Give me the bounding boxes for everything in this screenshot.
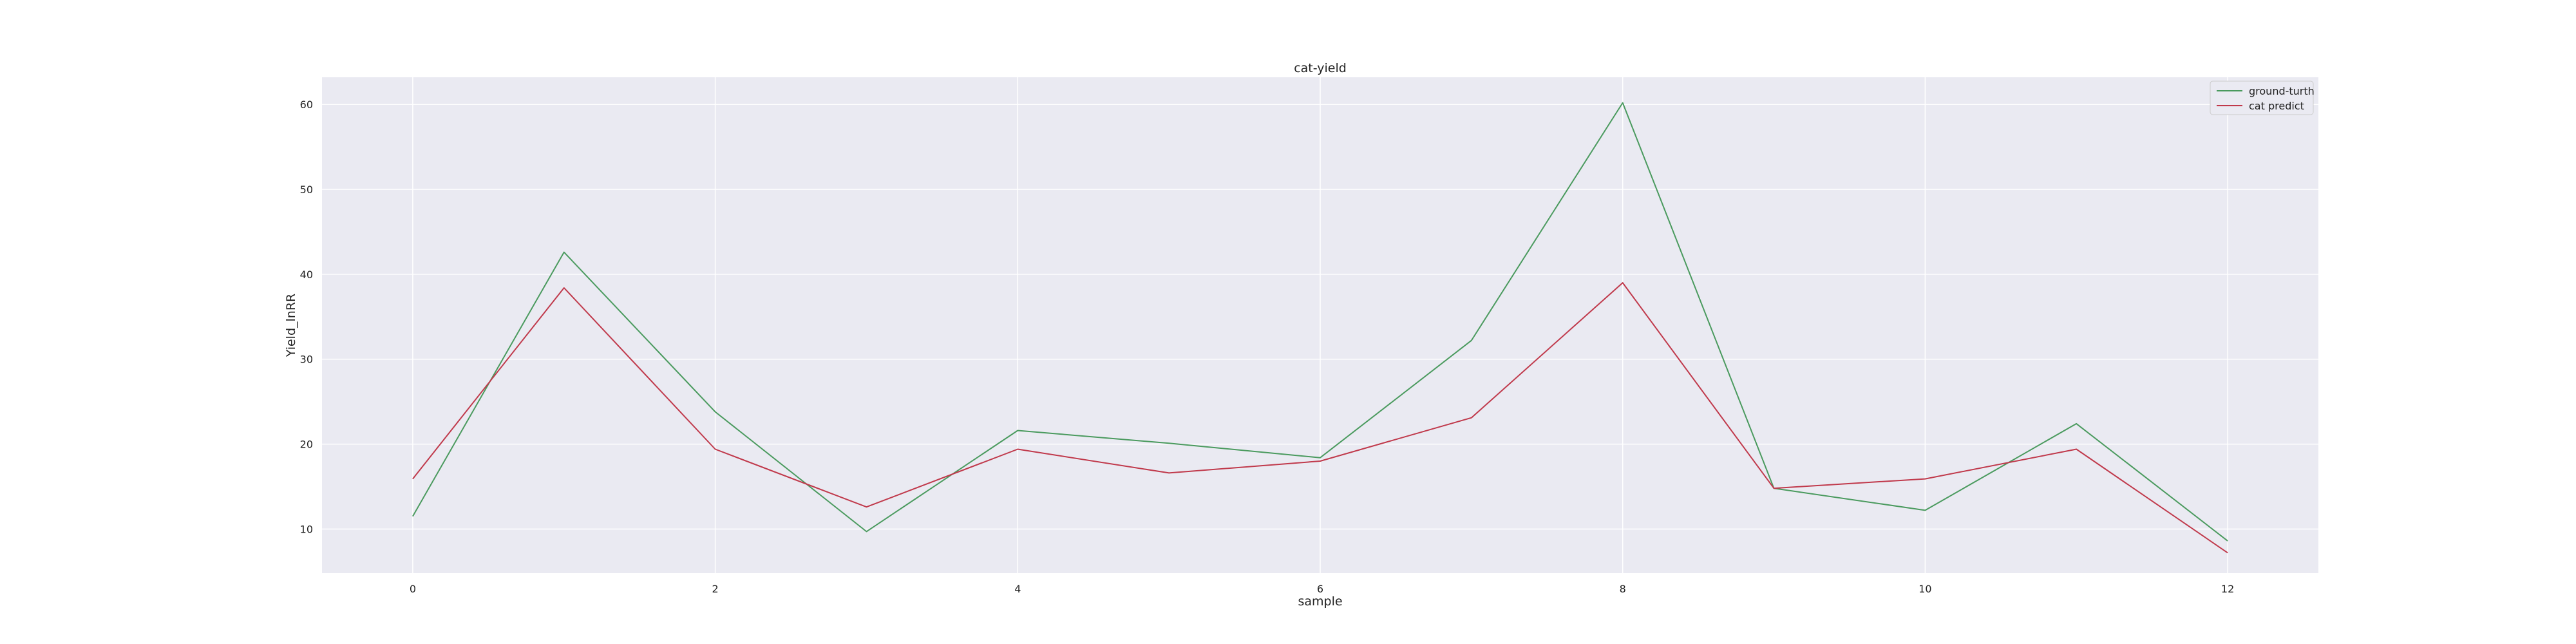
y-tick-label: 30 — [300, 354, 313, 366]
x-tick-label: 0 — [410, 583, 416, 595]
y-tick-label: 40 — [300, 269, 313, 281]
legend: ground-turth cat predict — [2210, 80, 2315, 115]
y-tick-label: 10 — [300, 523, 313, 535]
y-tick-label: 20 — [300, 439, 313, 451]
y-tick-labels: 10 20 30 40 50 60 — [300, 99, 313, 535]
series-line-cat-predict — [412, 282, 2228, 554]
x-tick-label: 10 — [1918, 583, 1931, 595]
chart-title: cat-yield — [1294, 61, 1347, 75]
x-tick-label: 8 — [1620, 583, 1626, 595]
y-tick-label: 50 — [300, 184, 313, 196]
x-tick-label: 4 — [1014, 583, 1021, 595]
series-lines — [412, 102, 2228, 554]
series-line-ground-turth — [412, 102, 2228, 542]
legend-label-cat-predict: cat predict — [2249, 100, 2304, 112]
x-tick-label: 12 — [2221, 583, 2234, 595]
x-tick-label: 6 — [1317, 583, 1323, 595]
x-tick-label: 2 — [712, 583, 719, 595]
x-tick-labels: 0 2 4 6 8 10 12 — [410, 583, 2234, 595]
legend-label-ground-turth: ground-turth — [2249, 85, 2315, 97]
x-axis-label: sample — [1298, 594, 1342, 609]
y-axis-label: Yield_lnRR — [284, 294, 298, 357]
y-tick-label: 60 — [300, 99, 313, 111]
grid-lines — [322, 77, 2318, 573]
